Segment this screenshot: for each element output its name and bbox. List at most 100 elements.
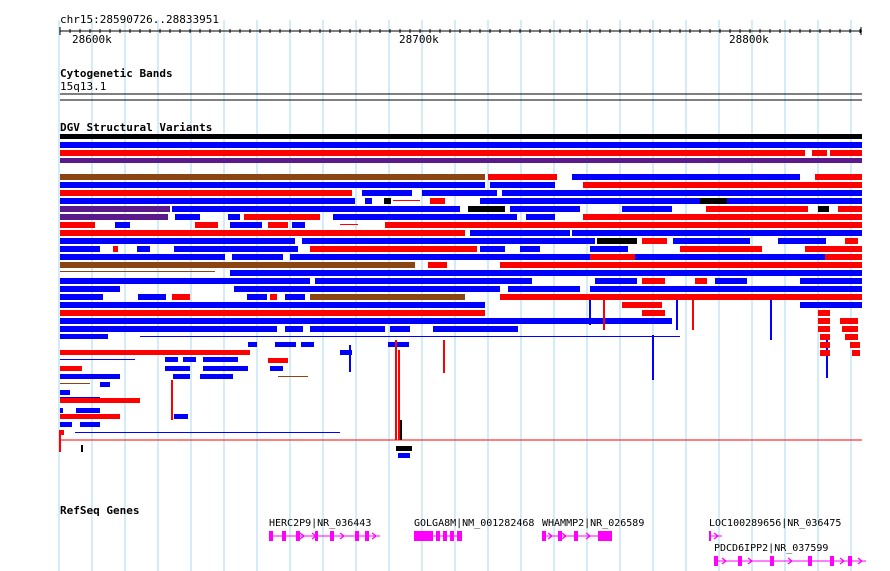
gene-strand-arrow [299,532,305,540]
variant-bar [805,246,862,252]
variant-bar [622,206,672,212]
variant-bar [80,422,100,427]
gene-exon [574,531,578,541]
variant-bar [301,342,314,347]
variant-bar [572,230,862,236]
variant-bar [60,366,82,371]
gene-exon [770,556,774,566]
variant-bar [422,190,497,196]
variant-bar [520,246,540,252]
variant-bar [470,230,570,236]
gene-label-pdcd6ipp2[interactable]: PDCD6IPP2|NR_037599 [714,543,829,554]
gene-label-golga8m[interactable]: GOLGA8M|NM_001282468 [414,518,535,529]
variant-bar [500,294,862,300]
gene-exon [457,531,462,541]
variant-bar [268,222,288,228]
variant-bar [572,174,800,180]
variant-bar [310,246,477,252]
gene-exon [443,531,447,541]
refseq-gene-glyphs [269,531,866,566]
gene-label-herc2p9[interactable]: HERC2P9|NR_036443 [269,518,372,529]
variant-bar [695,278,707,284]
gene-strand-arrow [585,532,591,540]
variant-bar [60,390,70,395]
variant-bar [172,294,190,300]
variant-bar [60,182,485,188]
cytoband-label[interactable]: 15q13.1 [60,80,107,93]
variant-block [845,334,858,340]
variant-bar [234,286,500,292]
variant-bar [490,182,555,188]
variant-block [850,342,860,348]
variant-bar [60,150,805,156]
variant-bar [362,190,412,196]
variant-bar [203,366,248,371]
gene-strand-arrow [721,557,727,565]
gene-label-whammp2[interactable]: WHAMMP2|NR_026589 [542,518,645,529]
gene-strand-arrow [713,532,719,540]
variant-bar [706,206,808,212]
variant-bar [590,286,862,292]
variant-bar [173,374,190,379]
variant-bar [673,238,750,244]
variant-bar [290,254,862,260]
gene-strand-arrow [311,532,317,540]
refseq-track-title[interactable]: RefSeq Genes [60,504,140,517]
variant-bar [595,278,637,284]
gene-exon [709,531,711,541]
variant-bar [310,294,465,300]
variant-bar [480,246,505,252]
variant-bar [433,326,518,332]
gene-exon [450,531,454,541]
variant-bar [100,382,110,387]
variant-bar [60,302,485,308]
gene-label-loc100289656[interactable]: LOC100289656|NR_036475 [709,518,842,529]
gene-exon [848,556,852,566]
variant-bar [270,366,283,371]
gene-strand-arrow [839,557,845,565]
variant-bar [642,278,665,284]
variant-bar [268,358,288,363]
variant-bar [622,302,662,308]
variant-bar [172,206,460,212]
variant-bar [270,294,277,300]
variant-bar [60,286,120,292]
ruler-tick-label: 28600k [72,33,112,46]
variant-bar [800,302,862,308]
variant-bar [428,262,447,268]
variant-bar [390,326,410,332]
variant-bar [315,278,532,284]
variant-bar [384,198,391,204]
variant-bar [60,310,485,316]
variant-block [840,318,858,324]
variant-bar [815,174,862,180]
gene-strand-arrow [371,532,377,540]
variant-bar [385,222,862,228]
variant-bar [388,342,409,347]
variant-bar [508,286,580,292]
gene-strand-arrow [561,532,567,540]
variant-bar [115,222,130,228]
variant-bar [230,270,862,276]
gene-strand-arrow [857,557,863,565]
gene-exon [738,556,742,566]
variant-block [818,326,830,332]
variant-bar [244,214,320,220]
variant-bar [480,198,862,204]
gene-exon [714,556,718,566]
gene-exon [436,531,440,541]
variant-bar [715,278,747,284]
gene-exon [542,531,546,541]
variant-block [818,310,830,316]
cytoband-track-title[interactable]: Cytogenetic Bands [60,67,173,80]
variant-bar [60,222,95,228]
variant-bar [230,222,262,228]
variant-bar [700,198,727,204]
variant-bar [510,206,580,212]
gene-exon [365,531,369,541]
variant-block [842,326,858,332]
variant-bar [302,238,595,244]
dgv-track-title[interactable]: DGV Structural Variants [60,121,213,134]
